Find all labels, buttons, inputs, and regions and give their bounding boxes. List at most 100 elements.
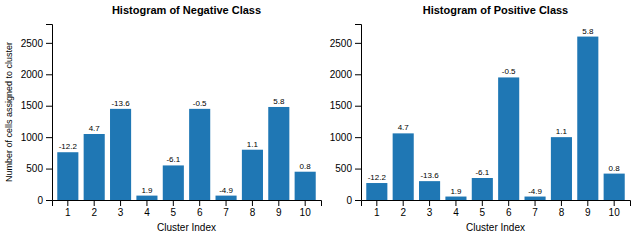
bar [110, 109, 131, 200]
axis-line [46, 25, 53, 201]
tick-mark [252, 200, 253, 206]
tick-label: 2 [400, 207, 406, 218]
annotation: 4.7 [398, 123, 410, 132]
tick-mark [355, 137, 361, 138]
tick-mark [376, 200, 377, 206]
tick-label: 2500 [21, 38, 44, 49]
tick: 9 [585, 200, 591, 218]
bar [604, 174, 625, 200]
axis-line [53, 201, 322, 207]
tick-label: 1500 [21, 100, 44, 111]
tick-label: 8 [559, 207, 565, 218]
tick: 5 [171, 200, 177, 218]
x-axis: 1 2 3 4 5 6 7 8 9 10 [362, 200, 631, 218]
annotation: -13.6 [111, 99, 130, 108]
tick: 8 [559, 200, 565, 218]
tick-label: 1500 [330, 100, 353, 111]
tick: 2000 [330, 69, 361, 80]
tick: 1 [65, 200, 71, 218]
tick: 2 [91, 200, 97, 218]
bar [136, 196, 157, 200]
tick: 2500 [330, 38, 361, 49]
tick-label: 500 [335, 163, 352, 174]
tick: 0 [346, 195, 361, 206]
tick: 3 [427, 200, 433, 218]
tick-label: 3 [427, 207, 433, 218]
bar [366, 183, 387, 200]
tick-label: 6 [506, 207, 512, 218]
tick-label: 10 [300, 207, 312, 218]
annotation: 1.1 [247, 140, 259, 149]
y-axis: 05001000150020002500 [21, 25, 53, 206]
tick-label: 2 [91, 207, 97, 218]
tick-mark [46, 137, 52, 138]
tick-mark [614, 200, 615, 206]
bars [366, 37, 624, 200]
tick: 10 [609, 200, 621, 218]
tick-label: 5 [171, 207, 177, 218]
bar [577, 37, 598, 200]
tick-label: 5 [480, 207, 486, 218]
bar [419, 181, 440, 200]
tick-label: 4 [453, 207, 459, 218]
tick-mark [429, 200, 430, 206]
tick-label: 9 [585, 207, 591, 218]
tick-mark [508, 200, 509, 206]
tick-mark [403, 200, 404, 206]
tick-label: 9 [276, 207, 282, 218]
annotation: 1.9 [450, 187, 462, 196]
annotation: -12.2 [368, 173, 387, 182]
tick-mark [355, 43, 361, 44]
tick: 1500 [21, 100, 52, 111]
annotation: -0.5 [193, 99, 207, 108]
tick: 8 [250, 200, 256, 218]
annotation: 4.7 [89, 124, 101, 133]
tick: 2500 [21, 38, 52, 49]
tick-label: 4 [144, 207, 150, 218]
tick: 0 [37, 195, 52, 206]
annotation: 5.8 [582, 27, 594, 36]
tick-mark [146, 200, 147, 206]
tick-label: 500 [26, 163, 43, 174]
annotation: -4.9 [219, 186, 233, 195]
tick: 6 [506, 200, 512, 218]
panel: -12.24.7-13.61.9-6.1-0.5-4.91.15.80.8123… [330, 4, 631, 233]
tick-mark [587, 200, 588, 206]
tick-mark [199, 200, 200, 206]
tick: 500 [335, 163, 361, 174]
tick-label: 7 [532, 207, 538, 218]
tick-mark [226, 200, 227, 206]
tick: 10 [300, 200, 312, 218]
tick-mark [46, 106, 52, 107]
panel: -12.24.7-13.61.9-6.1-0.5-4.91.15.80.8123… [4, 4, 322, 233]
tick-mark [482, 200, 483, 206]
annotation: 5.8 [273, 97, 285, 106]
tick-mark [94, 200, 95, 206]
tick: 2 [400, 200, 406, 218]
tick: 6 [197, 200, 203, 218]
bar [163, 165, 184, 200]
tick-label: 1000 [21, 132, 44, 143]
annotation: -12.2 [59, 142, 78, 151]
tick: 500 [26, 163, 52, 174]
x-axis-title: Cluster Index [157, 222, 216, 233]
bar [242, 150, 263, 200]
tick-label: 0 [37, 195, 43, 206]
annotation: 1.9 [141, 186, 153, 195]
x-axis-title: Cluster Index [466, 222, 525, 233]
tick: 4 [144, 200, 150, 218]
bar [498, 77, 519, 200]
bar [551, 137, 572, 200]
annotation: -6.1 [475, 168, 489, 177]
tick-label: 2500 [330, 38, 353, 49]
bar [84, 134, 105, 200]
tick-label: 7 [223, 207, 229, 218]
annotation: -0.5 [502, 67, 516, 76]
bar [445, 197, 466, 200]
tick: 7 [223, 200, 229, 218]
x-axis: 12345678910 [53, 200, 322, 218]
tick-label: 10 [609, 207, 621, 218]
tick-label: 1000 [330, 132, 353, 143]
tick-label: 1 [374, 207, 380, 218]
axis-line [362, 201, 631, 207]
